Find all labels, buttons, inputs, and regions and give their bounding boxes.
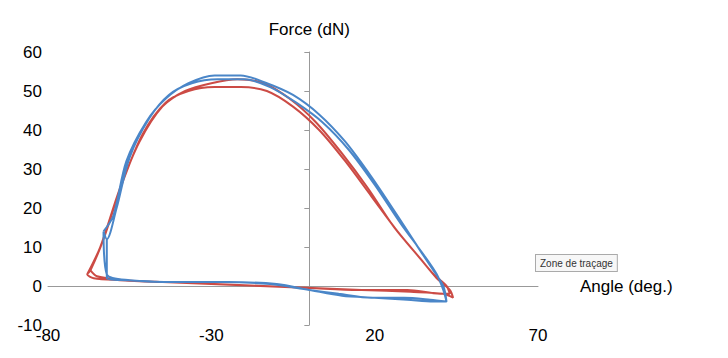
svg-text:70: 70: [529, 326, 548, 345]
svg-text:Angle (deg.): Angle (deg.): [580, 277, 673, 296]
svg-text:10: 10: [23, 238, 42, 257]
svg-text:-10: -10: [17, 315, 42, 335]
svg-text:20: 20: [365, 326, 384, 345]
svg-text:Force (dN): Force (dN): [269, 20, 350, 39]
svg-text:20: 20: [23, 199, 42, 218]
svg-text:50: 50: [23, 82, 42, 101]
svg-text:30: 30: [23, 160, 42, 179]
svg-text:0: 0: [33, 277, 42, 296]
svg-text:40: 40: [23, 121, 42, 140]
svg-text:Zone de traçage: Zone de traçage: [540, 258, 613, 269]
svg-text:-80: -80: [36, 326, 61, 345]
svg-text:-30: -30: [199, 326, 224, 345]
svg-text:60: 60: [23, 43, 42, 62]
